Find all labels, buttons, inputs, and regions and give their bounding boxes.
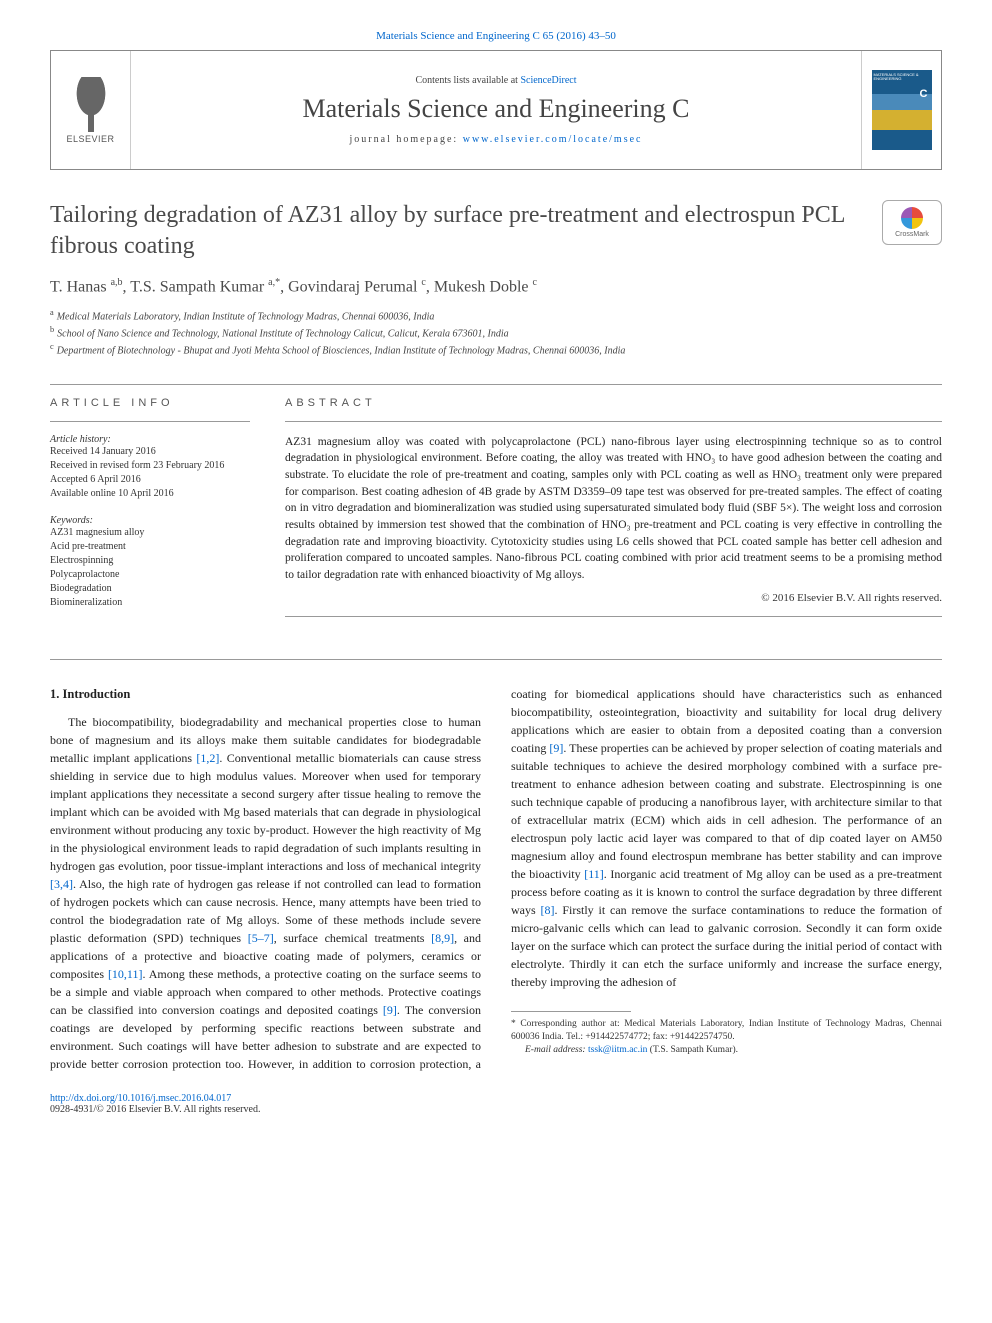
crossmark-badge[interactable]: CrossMark	[882, 200, 942, 245]
article-title: Tailoring degradation of AZ31 alloy by s…	[50, 200, 862, 262]
crossmark-icon	[901, 207, 923, 229]
homepage-link[interactable]: www.elsevier.com/locate/msec	[463, 134, 643, 145]
history-item: Received in revised form 23 February 201…	[50, 459, 250, 473]
text-run: . These properties can be achieved by pr…	[511, 741, 942, 881]
citation-link[interactable]: Materials Science and Engineering C 65 (…	[376, 30, 616, 42]
homepage-line: journal homepage: www.elsevier.com/locat…	[141, 134, 851, 145]
text-run: , surface chemical treatments	[274, 931, 431, 945]
contents-prefix: Contents lists available at	[415, 75, 520, 86]
email-link[interactable]: tssk@iitm.ac.in	[588, 1045, 647, 1055]
issn-copyright: 0928-4931/© 2016 Elsevier B.V. All right…	[50, 1104, 942, 1115]
crossmark-label: CrossMark	[895, 231, 929, 238]
email-label: E-mail address:	[525, 1045, 588, 1055]
intro-paragraph: The biocompatibility, biodegradability a…	[50, 685, 942, 1074]
page-footer: http://dx.doi.org/10.1016/j.msec.2016.04…	[50, 1093, 942, 1115]
ref-link[interactable]: [9]	[549, 741, 563, 755]
sciencedirect-link[interactable]: ScienceDirect	[520, 75, 576, 86]
email-footnote: E-mail address: tssk@iitm.ac.in (T.S. Sa…	[511, 1044, 942, 1057]
journal-cover	[861, 51, 941, 169]
footnote-separator	[511, 1011, 631, 1012]
abstract-copyright: © 2016 Elsevier B.V. All rights reserved…	[285, 592, 942, 604]
text-run: . Firstly it can remove the surface cont…	[511, 903, 942, 989]
divider	[50, 421, 250, 422]
abstract-text: AZ31 magnesium alloy was coated with pol…	[285, 434, 942, 584]
keyword-item: AZ31 magnesium alloy	[50, 526, 250, 540]
keyword-item: Polycaprolactone	[50, 568, 250, 582]
article-info-column: ARTICLE INFO Article history: Received 1…	[50, 397, 250, 629]
ref-link[interactable]: [10,11]	[108, 967, 143, 981]
publisher-name: ELSEVIER	[66, 134, 114, 144]
text-run: . Conventional metallic biomaterials can…	[50, 751, 481, 873]
journal-name: Materials Science and Engineering C	[141, 94, 851, 124]
divider	[285, 421, 942, 422]
article-info-heading: ARTICLE INFO	[50, 397, 250, 409]
keyword-item: Acid pre-treatment	[50, 540, 250, 554]
divider	[50, 659, 942, 660]
cover-thumbnail	[872, 70, 932, 150]
email-suffix: (T.S. Sampath Kumar).	[647, 1045, 738, 1055]
ref-link[interactable]: [8,9]	[431, 931, 454, 945]
contents-line: Contents lists available at ScienceDirec…	[141, 75, 851, 86]
affiliation-line: aMedical Materials Laboratory, Indian In…	[50, 307, 942, 324]
corresponding-author-footnote: * Corresponding author at: Medical Mater…	[511, 1018, 942, 1045]
body-text: 1. Introduction The biocompatibility, bi…	[50, 685, 942, 1074]
journal-header: ELSEVIER Contents lists available at Sci…	[50, 50, 942, 170]
divider	[285, 616, 942, 617]
history-label: Article history:	[50, 434, 250, 445]
header-center: Contents lists available at ScienceDirec…	[131, 65, 861, 155]
top-citation: Materials Science and Engineering C 65 (…	[50, 30, 942, 42]
abstract-heading: ABSTRACT	[285, 397, 942, 409]
elsevier-logo: ELSEVIER	[51, 51, 131, 169]
ref-link[interactable]: [8]	[541, 903, 555, 917]
authors-line: T. Hanas a,b, T.S. Sampath Kumar a,*, Go…	[50, 277, 942, 296]
ref-link[interactable]: [11]	[584, 867, 604, 881]
keyword-item: Electrospinning	[50, 554, 250, 568]
history-item: Received 14 January 2016	[50, 445, 250, 459]
ref-link[interactable]: [9]	[383, 1003, 397, 1017]
ref-link[interactable]: [5–7]	[248, 931, 274, 945]
keyword-item: Biomineralization	[50, 596, 250, 610]
ref-link[interactable]: [3,4]	[50, 877, 73, 891]
footnote-marker: *	[511, 1019, 520, 1029]
section-heading: 1. Introduction	[50, 685, 481, 704]
affiliation-line: cDepartment of Biotechnology - Bhupat an…	[50, 341, 942, 358]
footnote-text: Corresponding author at: Medical Materia…	[511, 1019, 942, 1042]
elsevier-tree-icon	[66, 77, 116, 132]
abstract-column: ABSTRACT AZ31 magnesium alloy was coated…	[285, 397, 942, 629]
ref-link[interactable]: [1,2]	[196, 751, 219, 765]
keywords-label: Keywords:	[50, 515, 250, 526]
divider	[50, 384, 942, 385]
homepage-prefix: journal homepage:	[350, 134, 463, 145]
affiliations: aMedical Materials Laboratory, Indian In…	[50, 307, 942, 359]
history-item: Accepted 6 April 2016	[50, 473, 250, 487]
keyword-item: Biodegradation	[50, 582, 250, 596]
affiliation-line: bSchool of Nano Science and Technology, …	[50, 324, 942, 341]
doi-link[interactable]: http://dx.doi.org/10.1016/j.msec.2016.04…	[50, 1093, 231, 1104]
history-item: Available online 10 April 2016	[50, 487, 250, 501]
